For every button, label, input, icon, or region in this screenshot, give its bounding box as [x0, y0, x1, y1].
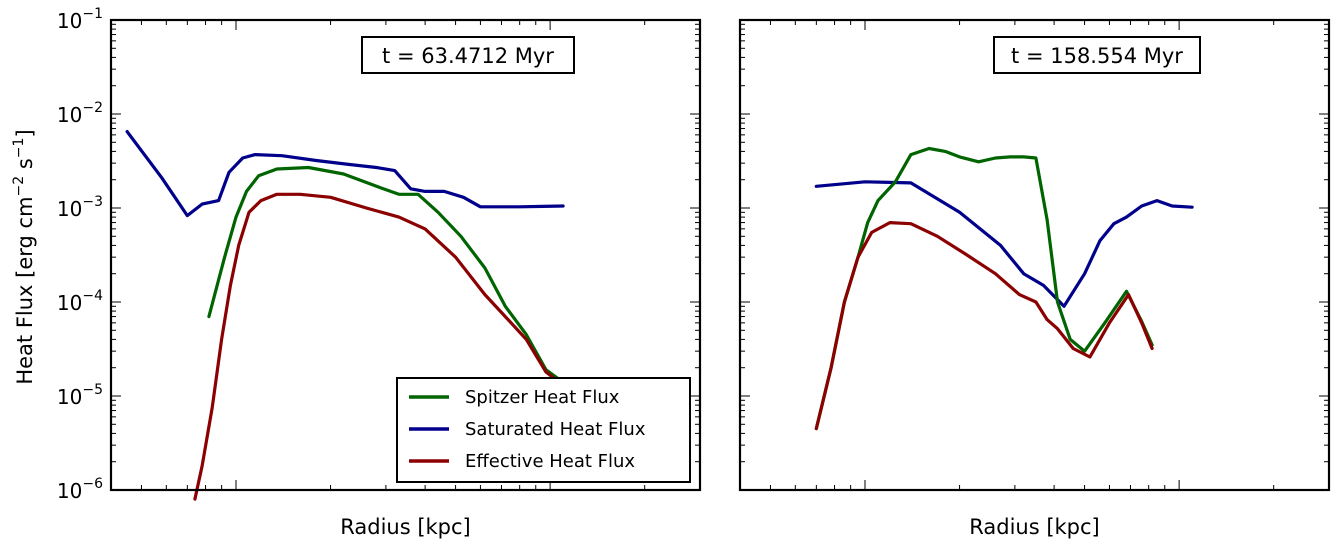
- series-line-spitzer-heat-flux: [207, 165, 565, 384]
- series-line-saturated-heat-flux: [814, 180, 1194, 308]
- legend: Spitzer Heat Flux Saturated Heat Flux Effe…: [396, 377, 691, 483]
- plot-frame: [738, 18, 1331, 492]
- right-panel: t = 158.554 Myr Radius [kpc]: [738, 18, 1331, 539]
- legend-entry: Effective Heat Flux: [465, 451, 635, 472]
- y-tick-label: 10−3: [57, 194, 103, 221]
- legend-entry: Spitzer Heat Flux: [465, 387, 620, 408]
- y-tick-label: 10−6: [57, 476, 103, 503]
- y-tick-label: 10−4: [57, 288, 103, 315]
- y-tick-label: 10−5: [57, 382, 103, 409]
- plot-frame: [109, 18, 702, 492]
- x-axis-label: Radius [kpc]: [969, 515, 1100, 539]
- time-annotation-box: [993, 36, 1201, 74]
- x-axis-label: Radius [kpc]: [340, 515, 471, 539]
- time-annotation: t = 158.554 Myr: [1011, 44, 1183, 68]
- y-axis-label: Heat Flux [erg cm−2 s−1]: [11, 129, 37, 384]
- time-annotation-box: [361, 36, 575, 74]
- series-line-saturated-heat-flux: [125, 130, 565, 218]
- time-annotation: t = 63.4712 Myr: [382, 44, 554, 68]
- series-line-effective-heat-flux: [193, 192, 565, 501]
- y-tick-label: 10−1: [57, 6, 103, 33]
- series-line-spitzer-heat-flux: [814, 146, 1154, 431]
- legend-entry: Saturated Heat Flux: [465, 419, 646, 440]
- left-panel: 10−1 10−2 10−3 10−4 10−5 10−6 t = 63.4712 Myr R…: [57, 6, 702, 539]
- series-line-effective-heat-flux: [814, 221, 1154, 431]
- y-tick-label: 10−2: [57, 100, 103, 127]
